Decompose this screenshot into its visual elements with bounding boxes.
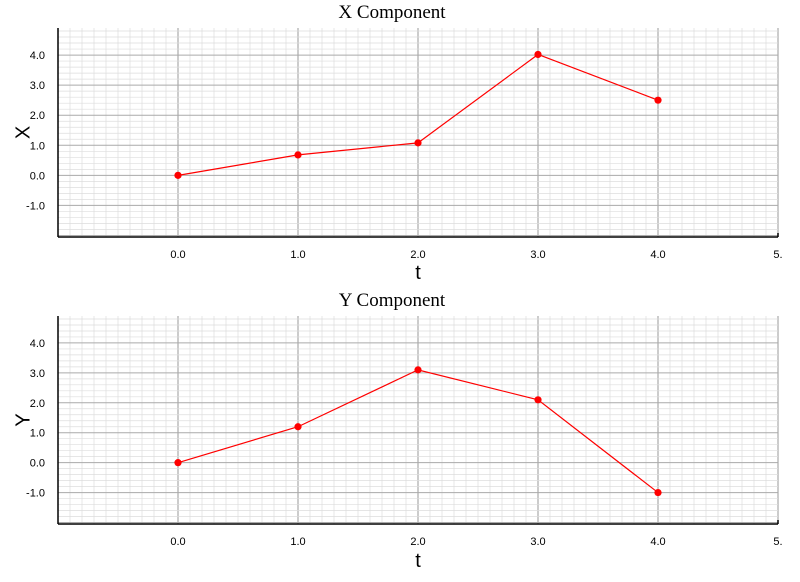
x-tick-label: 4.0: [650, 249, 665, 261]
x-tick-label: 4.0: [650, 536, 665, 548]
x-tick-label: 0.0: [170, 536, 185, 548]
y-axis-label: X: [12, 126, 34, 139]
y-tick-label: 0.0: [30, 458, 45, 470]
data-point: [294, 151, 302, 159]
x-tick-label: 3.0: [530, 249, 545, 261]
y-tick-label: 2.0: [30, 110, 45, 122]
y-tick-label: 3.0: [30, 80, 45, 92]
y-tick-label: 3.0: [30, 368, 45, 380]
chart-title: X Component: [338, 2, 446, 23]
data-point: [414, 366, 422, 374]
data-series: [174, 50, 662, 179]
data-point: [534, 50, 542, 59]
x-tick-label: 2.0: [410, 249, 425, 261]
y-tick-label: 4.0: [30, 338, 45, 350]
y-tick-label: 1.0: [30, 428, 45, 440]
grid: [57, 28, 779, 237]
axes: [57, 28, 779, 238]
data-series: [174, 366, 662, 497]
x-tick-label: 1.0: [290, 536, 305, 548]
x-tick-label: 5.: [773, 536, 782, 548]
data-point: [414, 139, 422, 147]
y-tick-label: 0.0: [30, 170, 45, 182]
x-tick-label: 2.0: [410, 536, 425, 548]
x-axis-label: t: [415, 550, 421, 572]
data-point: [174, 171, 182, 179]
x-tick-label: 5.: [773, 249, 782, 261]
data-point: [174, 459, 182, 467]
grid: [57, 316, 779, 524]
y-tick-label: -1.0: [26, 200, 45, 212]
chart-x-component: 0.0 1.0 2.0 3.0 4.0 5. -1.0 0.0 1.0 2.0 3.0 4.0 X C…: [12, 2, 782, 284]
chart-title: Y Component: [339, 290, 446, 311]
chart-y-component: 0.0 1.0 2.0 3.0 4.0 5. -1.0 0.0 1.0 2.0 3.0 4.0 Y C…: [12, 290, 782, 572]
y-tick-label: 4.0: [30, 50, 45, 62]
y-axis-label: Y: [12, 413, 34, 426]
tick-labels: 0.0 1.0 2.0 3.0 4.0 5. -1.0 0.0 1.0 2.0 3.0 4.0: [26, 50, 783, 261]
data-point: [654, 488, 662, 497]
x-tick-label: 0.0: [170, 249, 185, 261]
x-tick-label: 1.0: [290, 249, 305, 261]
x-tick-label: 3.0: [530, 536, 545, 548]
x-axis-label: t: [415, 262, 421, 284]
data-point: [654, 96, 662, 104]
y-tick-label: 1.0: [30, 140, 45, 152]
axes: [57, 316, 779, 525]
tick-labels: 0.0 1.0 2.0 3.0 4.0 5. -1.0 0.0 1.0 2.0 3.0 4.0: [26, 338, 783, 548]
data-point: [534, 396, 542, 404]
y-tick-label: -1.0: [26, 488, 45, 500]
data-point: [294, 423, 302, 431]
y-tick-label: 2.0: [30, 398, 45, 410]
